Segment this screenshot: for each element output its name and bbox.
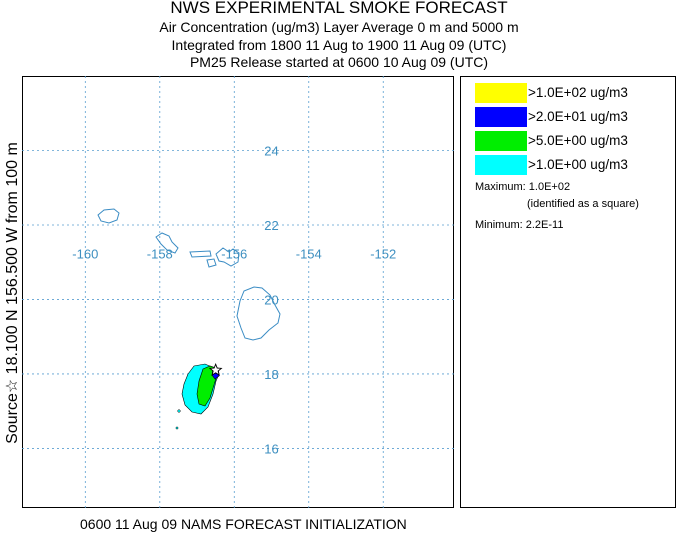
- lat-tick-label: 18: [264, 367, 278, 382]
- lat-tick-label: 22: [264, 218, 278, 233]
- lon-tick-label: -152: [370, 246, 396, 261]
- island-molokai: [189, 250, 212, 258]
- source-location-label: Source☆ 18.100 N 156.500 W from 100 m: [4, 142, 21, 444]
- forecast-initialization-footer: 0600 11 Aug 09 NAMS FORECAST INITIALIZAT…: [80, 516, 407, 532]
- island-maui: [215, 247, 240, 267]
- legend-label-1: >1.0E+02 ug/m3: [528, 85, 628, 100]
- graticule: [22, 76, 454, 508]
- legend-panel: >1.0E+02 ug/m3 >2.0E+01 ug/m3 >5.0E+00 u…: [460, 76, 676, 508]
- legend-label-3: >5.0E+00 ug/m3: [528, 133, 628, 148]
- legend-maximum-note: (identified as a square): [527, 198, 639, 210]
- island-oahu: [155, 232, 179, 254]
- lat-tick-label: 24: [264, 143, 278, 158]
- island-hawaii: [236, 286, 281, 341]
- lon-tick-label: -154: [296, 246, 322, 261]
- legend-swatch-yellow: [475, 83, 527, 103]
- legend-swatch-blue: [475, 107, 527, 127]
- plume-fragment-a: [177, 409, 181, 413]
- lon-tick-label: -160: [72, 246, 98, 261]
- subtitle-concentration: Air Concentration (ug/m3) Layer Average …: [159, 19, 519, 35]
- legend-swatch-green: [475, 131, 527, 151]
- smoke-map: -160 -158 -156 -154 -152 24 22 20 18 16: [22, 76, 454, 508]
- coastlines: [97, 208, 281, 341]
- lon-tick-label: -156: [221, 246, 247, 261]
- plume-fragment-b: [175, 426, 179, 430]
- legend-label-4: >1.0E+00 ug/m3: [528, 157, 628, 172]
- page-title: NWS EXPERIMENTAL SMOKE FORECAST: [170, 0, 508, 17]
- legend-label-2: >2.0E+01 ug/m3: [528, 109, 628, 124]
- map-frame: [22, 76, 454, 508]
- island-lanai: [206, 258, 217, 268]
- lat-tick-label: 16: [264, 441, 278, 456]
- subtitle-integration: Integrated from 1800 11 Aug to 1900 11 A…: [171, 37, 507, 53]
- legend-swatch-cyan: [475, 155, 527, 175]
- lat-tick-label: 20: [264, 292, 278, 307]
- island-kauai: [97, 208, 120, 224]
- legend-maximum: Maximum: 1.0E+02: [475, 181, 571, 193]
- subtitle-release: PM25 Release started at 0600 10 Aug 09 (…: [189, 54, 489, 70]
- legend-minimum: Minimum: 2.2E-11: [475, 219, 564, 231]
- map-tick-labels: -160 -158 -156 -154 -152 24 22 20 18 16: [72, 143, 396, 456]
- star-icon: [208, 362, 223, 377]
- lon-tick-label: -158: [147, 246, 173, 261]
